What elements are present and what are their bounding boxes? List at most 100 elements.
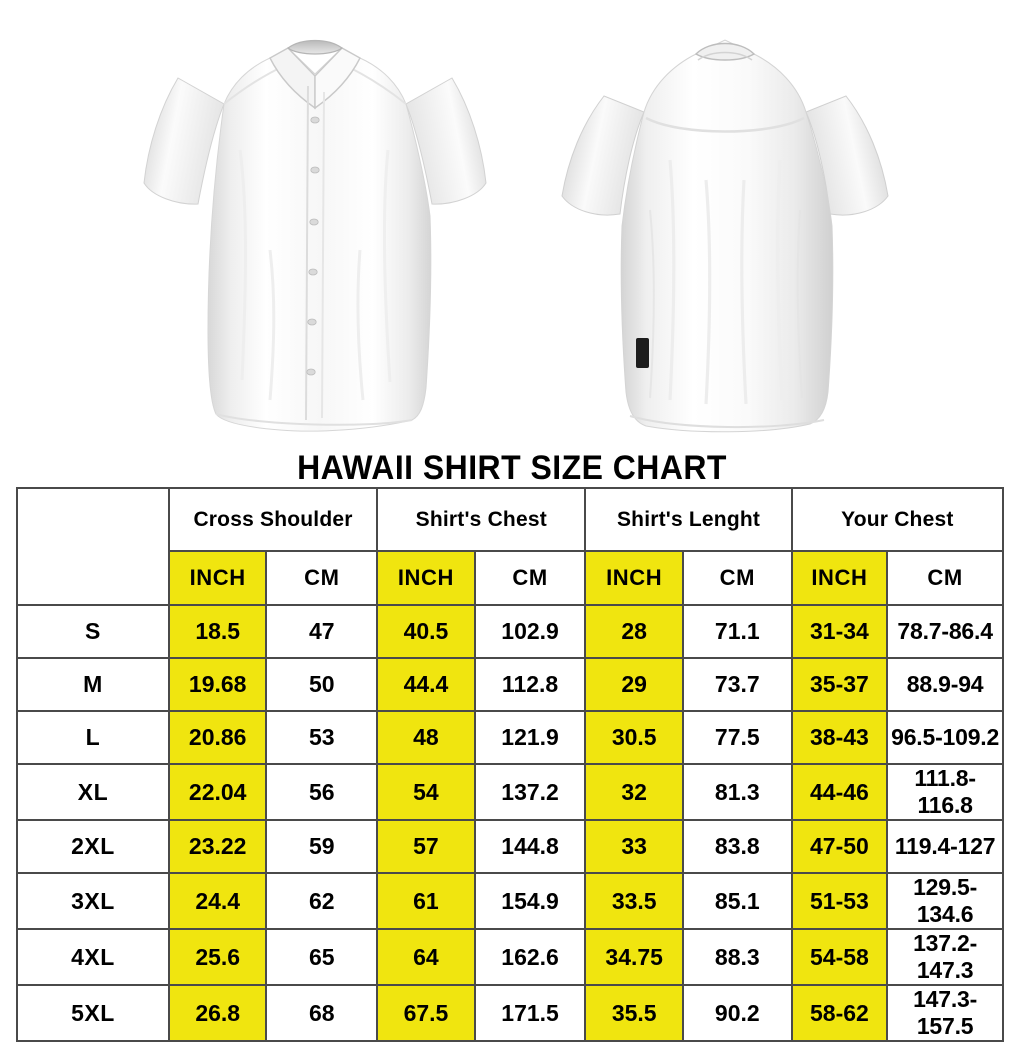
unit-header-cross-shoulder-cm: CM bbox=[265, 550, 379, 606]
cell-your-chest-cm: 111.8-116.8 bbox=[886, 763, 1004, 821]
unit-header-cross-shoulder-inch: INCH bbox=[167, 550, 268, 606]
shirt-back-right-sleeve bbox=[805, 95, 889, 216]
cell-cross-shoulder-cm: 59 bbox=[265, 819, 379, 874]
size-label-l: L bbox=[16, 710, 170, 765]
cell-cross-shoulder-inch: 26.8 bbox=[167, 984, 268, 1042]
cell-shirts-chest-cm: 121.9 bbox=[473, 710, 587, 765]
table-row: 3XL 24.4 62 61 154.9 33.5 85.1 51-53 129.5-134.6 bbox=[16, 872, 1004, 930]
cell-cross-shoulder-cm: 53 bbox=[265, 710, 379, 765]
shirt-front-view bbox=[120, 0, 510, 446]
cell-cross-shoulder-cm: 50 bbox=[265, 657, 379, 712]
cell-shirts-chest-inch: 61 bbox=[376, 872, 476, 930]
shirt-front-collar-band bbox=[287, 39, 343, 55]
shirt-back-hem bbox=[629, 415, 825, 429]
group-header-shirts-lenght: Shirt's Lenght bbox=[584, 487, 793, 552]
size-chart-container: Cross Shoulder Shirt's Chest Shirt's Len… bbox=[16, 487, 1005, 1042]
cell-your-chest-inch: 58-62 bbox=[790, 984, 889, 1042]
cell-shirts-lenght-cm: 71.1 bbox=[681, 604, 793, 659]
cell-your-chest-cm: 147.3-157.5 bbox=[886, 984, 1004, 1042]
unit-header-your-chest-inch: INCH bbox=[790, 550, 889, 606]
group-header-your-chest: Your Chest bbox=[790, 487, 1005, 552]
cell-cross-shoulder-inch: 22.04 bbox=[167, 763, 268, 821]
size-label-xl: XL bbox=[16, 763, 170, 821]
cell-shirts-chest-inch: 67.5 bbox=[376, 984, 476, 1042]
cell-shirts-lenght-inch: 33 bbox=[584, 819, 684, 874]
cell-your-chest-cm: 78.7-86.4 bbox=[886, 604, 1004, 659]
unit-header-lenght-cm: CM bbox=[681, 550, 793, 606]
table-row: M 19.68 50 44.4 112.8 29 73.7 35-37 88.9-94 bbox=[16, 657, 1004, 712]
cell-your-chest-inch: 31-34 bbox=[790, 604, 889, 659]
cell-shirts-lenght-inch: 32 bbox=[584, 763, 684, 821]
size-label-3xl: 3XL bbox=[16, 872, 170, 930]
cell-shirts-lenght-cm: 83.8 bbox=[681, 819, 793, 874]
cell-shirts-chest-inch: 54 bbox=[376, 763, 476, 821]
cell-your-chest-cm: 88.9-94 bbox=[886, 657, 1004, 712]
table-row: S 18.5 47 40.5 102.9 28 71.1 31-34 78.7-86.4 bbox=[16, 604, 1004, 659]
cell-cross-shoulder-inch: 24.4 bbox=[167, 872, 268, 930]
shirt-front-collar-right bbox=[314, 47, 361, 110]
size-chart-body: S 18.5 47 40.5 102.9 28 71.1 31-34 78.7-86.4 M 19.… bbox=[16, 604, 1004, 1042]
cell-shirts-lenght-cm: 73.7 bbox=[681, 657, 793, 712]
shirt-back-view bbox=[530, 0, 920, 446]
cell-shirts-lenght-inch: 28 bbox=[584, 604, 684, 659]
shirt-back-yoke-seam bbox=[645, 116, 805, 133]
table-row: XL 22.04 56 54 137.2 32 81.3 44-46 111.8-116.8 bbox=[16, 763, 1004, 821]
cell-cross-shoulder-cm: 68 bbox=[265, 984, 379, 1042]
size-label-s: S bbox=[16, 604, 170, 659]
cell-shirts-lenght-cm: 77.5 bbox=[681, 710, 793, 765]
table-row: L 20.86 53 48 121.9 30.5 77.5 38-43 96.5-109.2 bbox=[16, 710, 1004, 765]
cell-shirts-lenght-inch: 30.5 bbox=[584, 710, 684, 765]
cell-cross-shoulder-cm: 47 bbox=[265, 604, 379, 659]
cell-shirts-lenght-cm: 90.2 bbox=[681, 984, 793, 1042]
measurement-group-header-row: Cross Shoulder Shirt's Chest Shirt's Len… bbox=[16, 487, 1005, 606]
cell-your-chest-inch: 38-43 bbox=[790, 710, 889, 765]
group-header-cross-shoulder: Cross Shoulder bbox=[167, 487, 379, 552]
cell-shirts-chest-cm: 137.2 bbox=[473, 763, 587, 821]
shirt-front-hem bbox=[215, 413, 413, 426]
cell-cross-shoulder-inch: 23.22 bbox=[167, 819, 268, 874]
cell-your-chest-cm: 119.4-127 bbox=[886, 819, 1004, 874]
size-label-4xl: 4XL bbox=[16, 928, 170, 986]
cell-shirts-chest-inch: 44.4 bbox=[376, 657, 476, 712]
cell-shirts-chest-cm: 162.6 bbox=[473, 928, 587, 986]
cell-cross-shoulder-inch: 19.68 bbox=[167, 657, 268, 712]
cell-shirts-lenght-inch: 29 bbox=[584, 657, 684, 712]
cell-your-chest-inch: 44-46 bbox=[790, 763, 889, 821]
cell-shirts-chest-cm: 144.8 bbox=[473, 819, 587, 874]
table-row: 2XL 23.22 59 57 144.8 33 83.8 47-50 119.4-127 bbox=[16, 819, 1004, 874]
cell-shirts-chest-cm: 102.9 bbox=[473, 604, 587, 659]
size-label-2xl: 2XL bbox=[16, 819, 170, 874]
shirt-back-left-sleeve bbox=[561, 95, 645, 216]
cell-your-chest-inch: 35-37 bbox=[790, 657, 889, 712]
shirt-front-placket-edge bbox=[305, 85, 309, 421]
product-image-band bbox=[0, 0, 1024, 446]
cell-shirts-lenght-inch: 33.5 bbox=[584, 872, 684, 930]
cell-shirts-chest-inch: 57 bbox=[376, 819, 476, 874]
cell-shirts-chest-cm: 154.9 bbox=[473, 872, 587, 930]
group-header-shirts-chest: Shirt's Chest bbox=[376, 487, 587, 552]
shirt-front-left-sleeve bbox=[143, 77, 225, 205]
cell-your-chest-cm: 129.5-134.6 bbox=[886, 872, 1004, 930]
table-row: 5XL 26.8 68 67.5 171.5 35.5 90.2 58-62 147.3-157… bbox=[16, 984, 1004, 1042]
cell-shirts-chest-inch: 40.5 bbox=[376, 604, 476, 659]
cell-shirts-chest-cm: 171.5 bbox=[473, 984, 587, 1042]
cell-your-chest-cm: 96.5-109.2 bbox=[886, 710, 1004, 765]
shirt-front-body bbox=[207, 47, 432, 432]
cell-shirts-lenght-inch: 34.75 bbox=[584, 928, 684, 986]
cell-cross-shoulder-inch: 25.6 bbox=[167, 928, 268, 986]
cell-shirts-chest-inch: 64 bbox=[376, 928, 476, 986]
cell-your-chest-inch: 47-50 bbox=[790, 819, 889, 874]
cell-shirts-lenght-cm: 85.1 bbox=[681, 872, 793, 930]
cell-cross-shoulder-cm: 65 bbox=[265, 928, 379, 986]
cell-shirts-chest-inch: 48 bbox=[376, 710, 476, 765]
cell-cross-shoulder-inch: 18.5 bbox=[167, 604, 268, 659]
table-corner-cell bbox=[16, 487, 170, 606]
unit-header-your-chest-cm: CM bbox=[886, 550, 1004, 606]
cell-shirts-lenght-cm: 81.3 bbox=[681, 763, 793, 821]
cell-your-chest-cm: 137.2-147.3 bbox=[886, 928, 1004, 986]
shirt-front-right-sleeve bbox=[405, 77, 487, 205]
cell-cross-shoulder-cm: 56 bbox=[265, 763, 379, 821]
size-label-m: M bbox=[16, 657, 170, 712]
cell-shirts-lenght-inch: 35.5 bbox=[584, 984, 684, 1042]
cell-your-chest-inch: 54-58 bbox=[790, 928, 889, 986]
